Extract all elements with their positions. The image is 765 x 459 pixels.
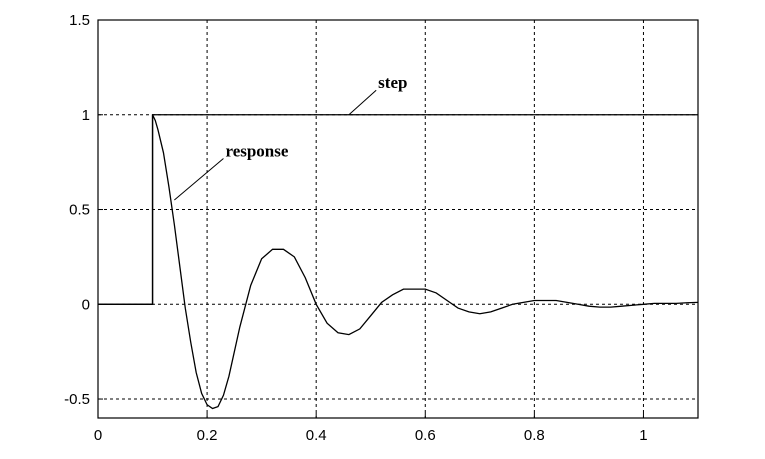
y-tick-label: 1.5: [69, 12, 90, 29]
x-tick-label: 0.8: [524, 427, 545, 444]
annotations: step response: [174, 73, 407, 201]
y-axis: -0.5 0 0.5 1 1.5: [64, 12, 103, 408]
response-leader-line: [174, 158, 224, 201]
response-label: response: [225, 141, 288, 160]
y-tick-label: -0.5: [64, 391, 90, 408]
x-tick-label: 0.6: [415, 427, 436, 444]
y-tick-label: 0.5: [69, 202, 90, 219]
step-leader-line: [348, 89, 377, 116]
plot-frame: [97, 19, 699, 419]
x-tick-label: 0.2: [197, 427, 218, 444]
y-tick-label: 1: [82, 107, 90, 124]
x-tick-label: 0.4: [306, 427, 327, 444]
response-line: [98, 114, 699, 410]
x-tick-label: 1: [639, 427, 647, 444]
series-layer: [98, 114, 699, 410]
step-label: step: [378, 73, 407, 92]
x-tick-label: 0: [94, 427, 102, 444]
y-tick-label: 0: [82, 296, 90, 313]
grid: [98, 20, 698, 418]
x-axis: 0 0.2 0.4 0.6 0.8 1: [94, 413, 648, 444]
